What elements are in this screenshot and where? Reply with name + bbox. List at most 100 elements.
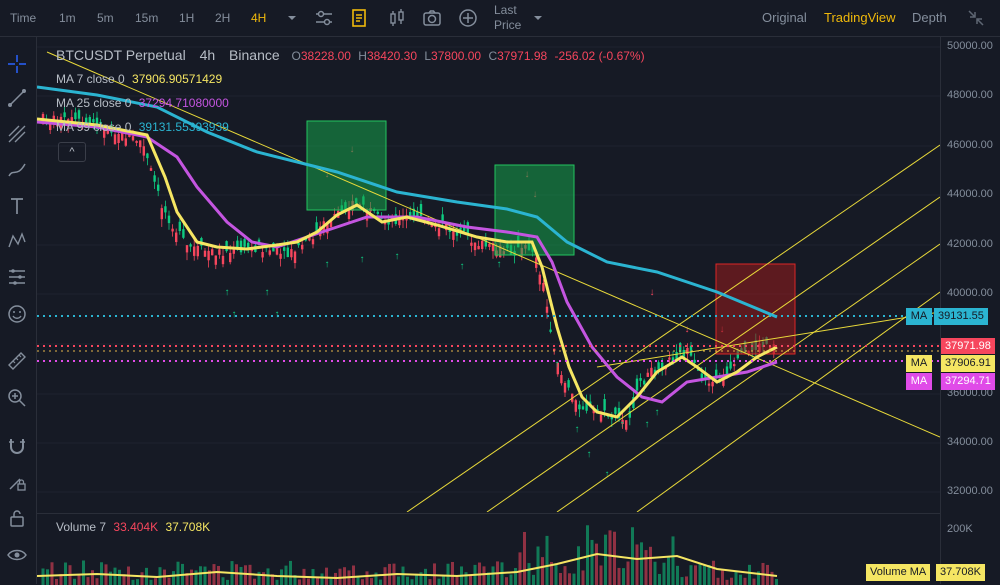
volume-bar xyxy=(730,577,733,585)
candle-body xyxy=(85,117,88,123)
timeframe-5m[interactable]: 5m xyxy=(97,11,114,25)
volume-bar xyxy=(433,563,436,585)
last-price-dropdown-icon[interactable] xyxy=(528,8,548,28)
symbol-interval: 4h xyxy=(199,47,216,63)
collapse-legend-button[interactable]: ^ xyxy=(58,142,86,162)
volume-bar xyxy=(743,577,747,585)
candle-body xyxy=(473,242,477,251)
pattern-tool-icon[interactable] xyxy=(6,230,28,252)
volume-bar xyxy=(707,564,711,585)
volume-bar xyxy=(379,579,382,585)
close-label: C xyxy=(488,49,498,63)
timeframe-dropdown-icon[interactable] xyxy=(282,8,302,28)
volume-bar xyxy=(721,569,724,585)
volume-bar xyxy=(554,564,558,585)
timeframe-15m[interactable]: 15m xyxy=(135,11,159,25)
zoom-in-icon[interactable] xyxy=(6,387,28,409)
volume-bar xyxy=(694,565,697,585)
volume-bar xyxy=(109,571,112,585)
candle-body xyxy=(160,208,163,220)
volume-bar xyxy=(586,525,589,585)
candle-body xyxy=(463,226,466,232)
tab-depth[interactable]: Depth xyxy=(912,10,947,25)
price-tick: 48000.00 xyxy=(947,89,993,101)
price-chart[interactable]: ↑↑↑↑↑↑↑↑↑↑↑↑↑↑↑↑↓↓↓↓↓↓↓ xyxy=(37,37,940,512)
candle-body xyxy=(63,112,66,118)
volume-bar xyxy=(559,572,562,585)
candle-type-icon[interactable] xyxy=(387,8,407,28)
candle-body xyxy=(297,243,300,246)
last-price-label-line2: Price xyxy=(494,18,522,32)
volume-bar xyxy=(437,578,441,585)
timeframe-1h[interactable]: 1H xyxy=(179,11,195,25)
timeframe-time[interactable]: Time xyxy=(10,11,37,25)
tab-tradingview[interactable]: TradingView xyxy=(824,10,896,25)
ma99-label: MA 99 close 0 xyxy=(56,120,132,134)
volume-bar xyxy=(680,577,684,585)
crosshair-icon[interactable] xyxy=(6,53,28,75)
volume-bar xyxy=(172,571,175,585)
trend-line-icon[interactable] xyxy=(6,87,28,109)
indicator-settings-icon[interactable] xyxy=(314,8,334,28)
volume-bar xyxy=(275,579,279,585)
candle-body xyxy=(711,381,714,387)
ma25-legend[interactable]: MA 25 close 0 37294.71080000 xyxy=(56,96,233,110)
text-tool-icon[interactable] xyxy=(6,195,28,217)
fib-tool-icon[interactable] xyxy=(6,123,28,145)
candle-body xyxy=(419,204,423,216)
volume-chart[interactable] xyxy=(37,513,940,585)
timeframe-2h[interactable]: 2H xyxy=(215,11,231,25)
candle-body xyxy=(563,382,567,393)
last-price-selector[interactable]: Last Price xyxy=(494,3,521,33)
timeframe-1m[interactable]: 1m xyxy=(59,11,76,25)
volume-bar xyxy=(257,571,261,585)
volume-bar xyxy=(190,569,193,585)
price-tick: 36000.00 xyxy=(947,387,993,399)
ma7-legend[interactable]: MA 7 close 0 37906.90571429 xyxy=(56,72,226,86)
volume-bar xyxy=(658,573,661,585)
lock-drawing-icon[interactable] xyxy=(6,471,28,493)
ma99-legend[interactable]: MA 99 close 0 39131.55393939 xyxy=(56,120,233,134)
volume-ma-tag: Volume MA xyxy=(866,564,931,581)
volume-bar xyxy=(46,569,49,585)
volume-bar xyxy=(320,573,324,585)
volume-bar xyxy=(226,579,229,585)
volume-bar xyxy=(770,571,774,585)
volume-bar xyxy=(604,534,607,585)
trend-line xyxy=(406,144,940,512)
candle-body xyxy=(376,211,379,214)
buy-signal-arrow: ↑ xyxy=(325,259,330,270)
candle-body xyxy=(131,136,135,141)
volume-bar xyxy=(572,573,576,585)
volume-bar xyxy=(752,578,756,585)
lock-icon[interactable] xyxy=(6,507,28,529)
candle-body xyxy=(124,138,127,146)
candle-body xyxy=(171,228,174,232)
drawing-toolbar xyxy=(0,37,37,584)
collapse-fullscreen-icon[interactable] xyxy=(966,8,986,28)
timeframe-4h[interactable]: 4H xyxy=(251,11,267,25)
indicators-icon[interactable] xyxy=(349,8,369,28)
ma25-label: MA 25 close 0 xyxy=(56,96,132,110)
volume-bar xyxy=(599,565,603,585)
volume-bar xyxy=(635,544,639,585)
candle-body xyxy=(247,242,250,251)
volume-bar xyxy=(419,572,423,585)
magnet-icon[interactable] xyxy=(6,435,28,457)
volume-bar xyxy=(698,564,702,585)
ruler-icon[interactable] xyxy=(6,350,28,372)
emoji-icon[interactable] xyxy=(6,303,28,325)
volume-bar xyxy=(725,579,729,585)
candle-body xyxy=(610,416,613,420)
add-icon[interactable] xyxy=(458,8,478,28)
eye-icon[interactable] xyxy=(6,544,28,566)
volume-bar xyxy=(716,577,720,585)
ma25-tag: MA xyxy=(906,373,932,390)
candle-body xyxy=(301,244,304,250)
price-tick: 44000.00 xyxy=(947,188,993,200)
volume-ma-line xyxy=(37,552,778,580)
camera-icon[interactable] xyxy=(422,8,442,28)
brush-icon[interactable] xyxy=(6,159,28,181)
prediction-tool-icon[interactable] xyxy=(6,266,28,288)
tab-original[interactable]: Original xyxy=(762,10,807,25)
